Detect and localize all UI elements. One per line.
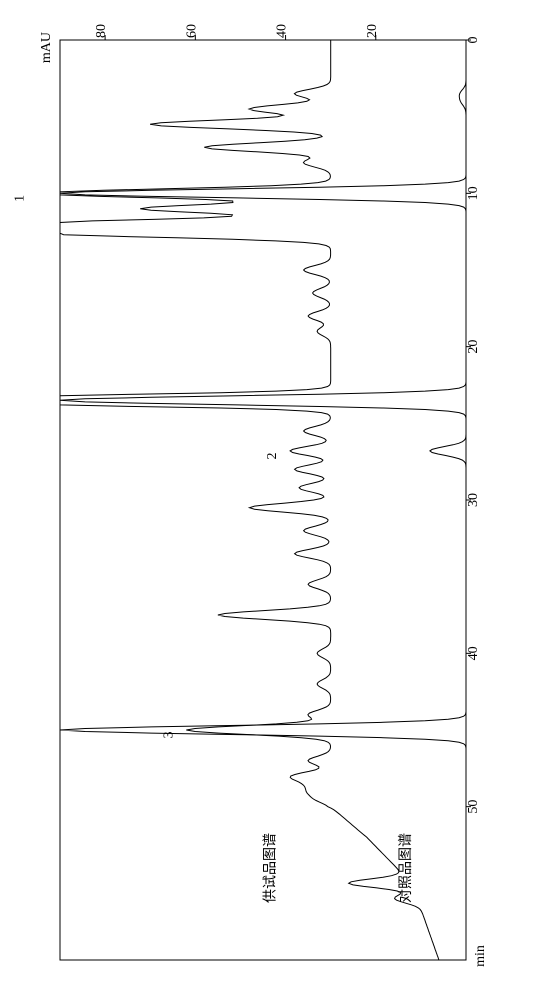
peak-number-label: 2 [265,452,280,459]
mau-tick-label: 80 [94,24,109,38]
mau-axis-label: mAU [39,32,54,63]
time-axis-label: min [473,945,488,967]
time-tick-label: 30 [466,493,481,507]
reference-trace [60,40,466,960]
chromatogram-figure: 20 40 60 80 mAU 0 10 20 30 40 50 min 1 2 3 供试品图谱 对照品图谱 [10,10,526,990]
time-tick-label: 50 [466,800,481,814]
peak-number-label: 3 [161,732,176,739]
mau-tick-label: 60 [184,24,199,38]
chromatogram-svg: 20 40 60 80 mAU 0 10 20 30 40 50 min 1 2 3 供试品图谱 对照品图谱 [10,10,526,990]
mau-tick-label: 20 [365,24,380,38]
sample-trace-label: 供试品图谱 [263,833,279,903]
mau-tick-label: 40 [275,24,290,38]
peak-number-label: 1 [12,195,27,202]
time-tick-label: 40 [466,646,481,660]
time-tick-label: 0 [466,37,481,44]
reference-trace-label: 对照品图谱 [398,833,414,903]
time-tick-label: 20 [466,340,481,354]
time-tick-label: 10 [466,186,481,200]
sample-trace [60,40,439,960]
